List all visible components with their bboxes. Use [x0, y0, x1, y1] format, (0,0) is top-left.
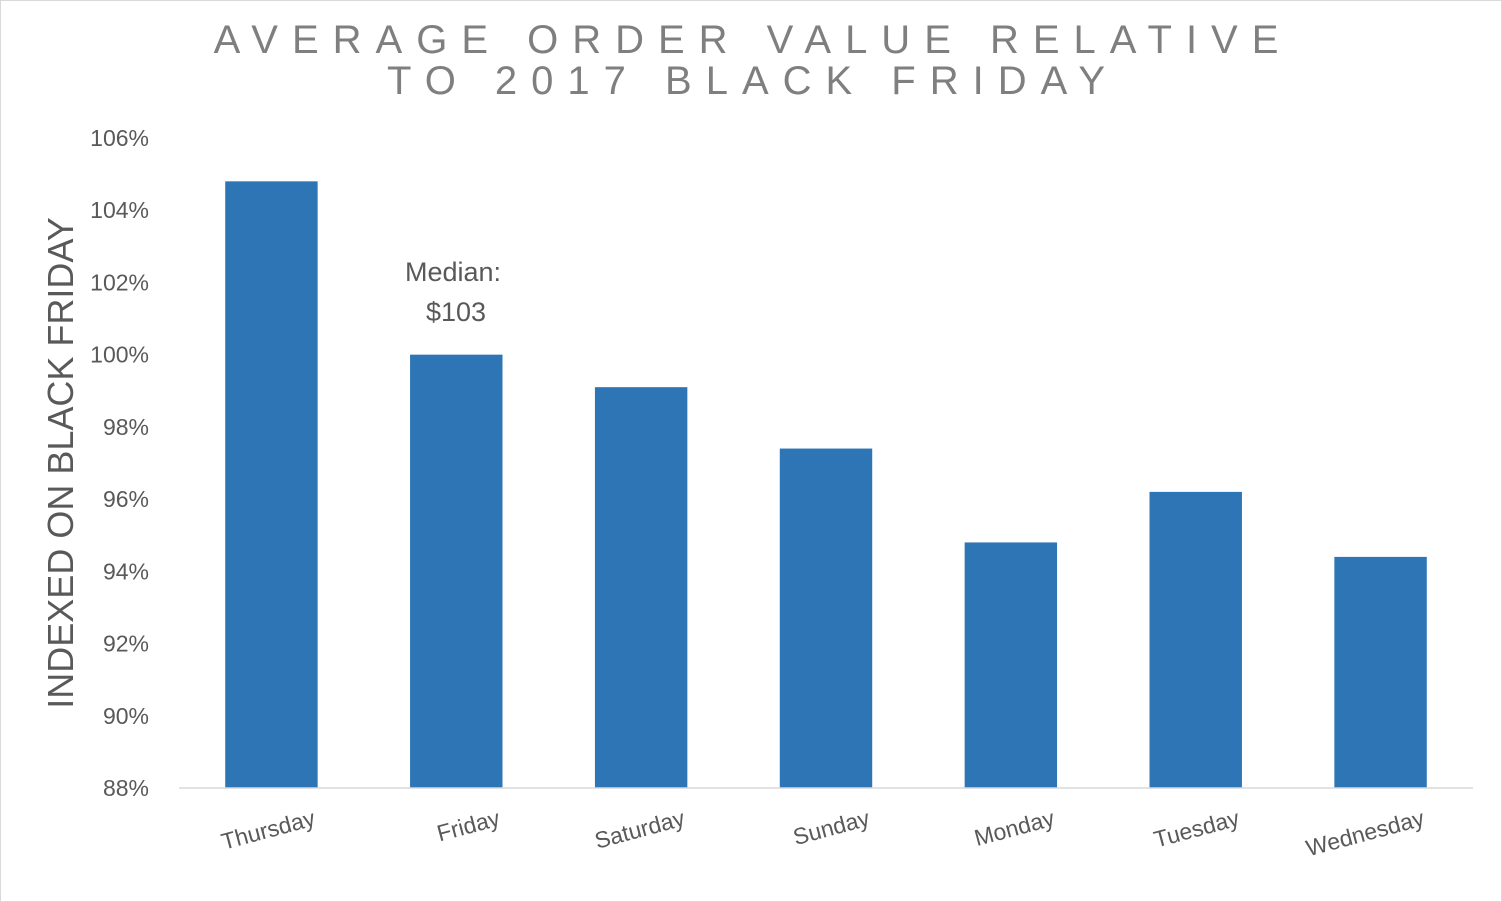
bar [1149, 491, 1242, 788]
bar [964, 542, 1058, 788]
chart-title-line-2: TO 2017 BLACK FRIDAY [387, 59, 1119, 103]
bar [779, 448, 873, 788]
bars [225, 181, 1427, 789]
y-tick-label: 106% [90, 125, 149, 151]
y-tick-label: 88% [103, 775, 149, 801]
x-tick-label: Thursday [218, 805, 318, 855]
y-tick-label: 98% [103, 414, 149, 440]
bar [1334, 556, 1427, 788]
median-annotation-value: $103 [426, 297, 486, 327]
x-tick-label: Sunday [790, 805, 873, 850]
bar [410, 354, 503, 788]
x-tick-label: Friday [434, 805, 503, 847]
x-tick-label: Tuesday [1151, 805, 1243, 853]
bar [594, 387, 688, 788]
y-tick-label: 92% [103, 631, 149, 657]
y-tick-label: 96% [103, 486, 149, 512]
y-tick-label: 102% [90, 269, 149, 295]
y-tick-label: 94% [103, 558, 149, 584]
x-tick-label: Saturday [592, 805, 688, 854]
median-annotation-label: Median: [405, 257, 501, 287]
y-tick-label: 104% [90, 197, 149, 223]
x-axis-ticks: Thursday Friday Saturday Sunday Monday Tuesda… [218, 805, 1427, 862]
bar [225, 181, 318, 789]
y-tick-label: 100% [90, 342, 149, 368]
y-axis-ticks: 88% 90% 92% 94% 96% 98% 100% 102% 104% 106% [90, 125, 149, 801]
x-tick-label: Monday [971, 805, 1057, 851]
chart-title-line-1: AVERAGE ORDER VALUE RELATIVE [214, 18, 1293, 62]
x-tick-label: Wednesday [1303, 805, 1427, 862]
y-tick-label: 90% [103, 703, 149, 729]
y-axis-label: INDEXED ON BLACK FRIDAY [40, 217, 81, 708]
